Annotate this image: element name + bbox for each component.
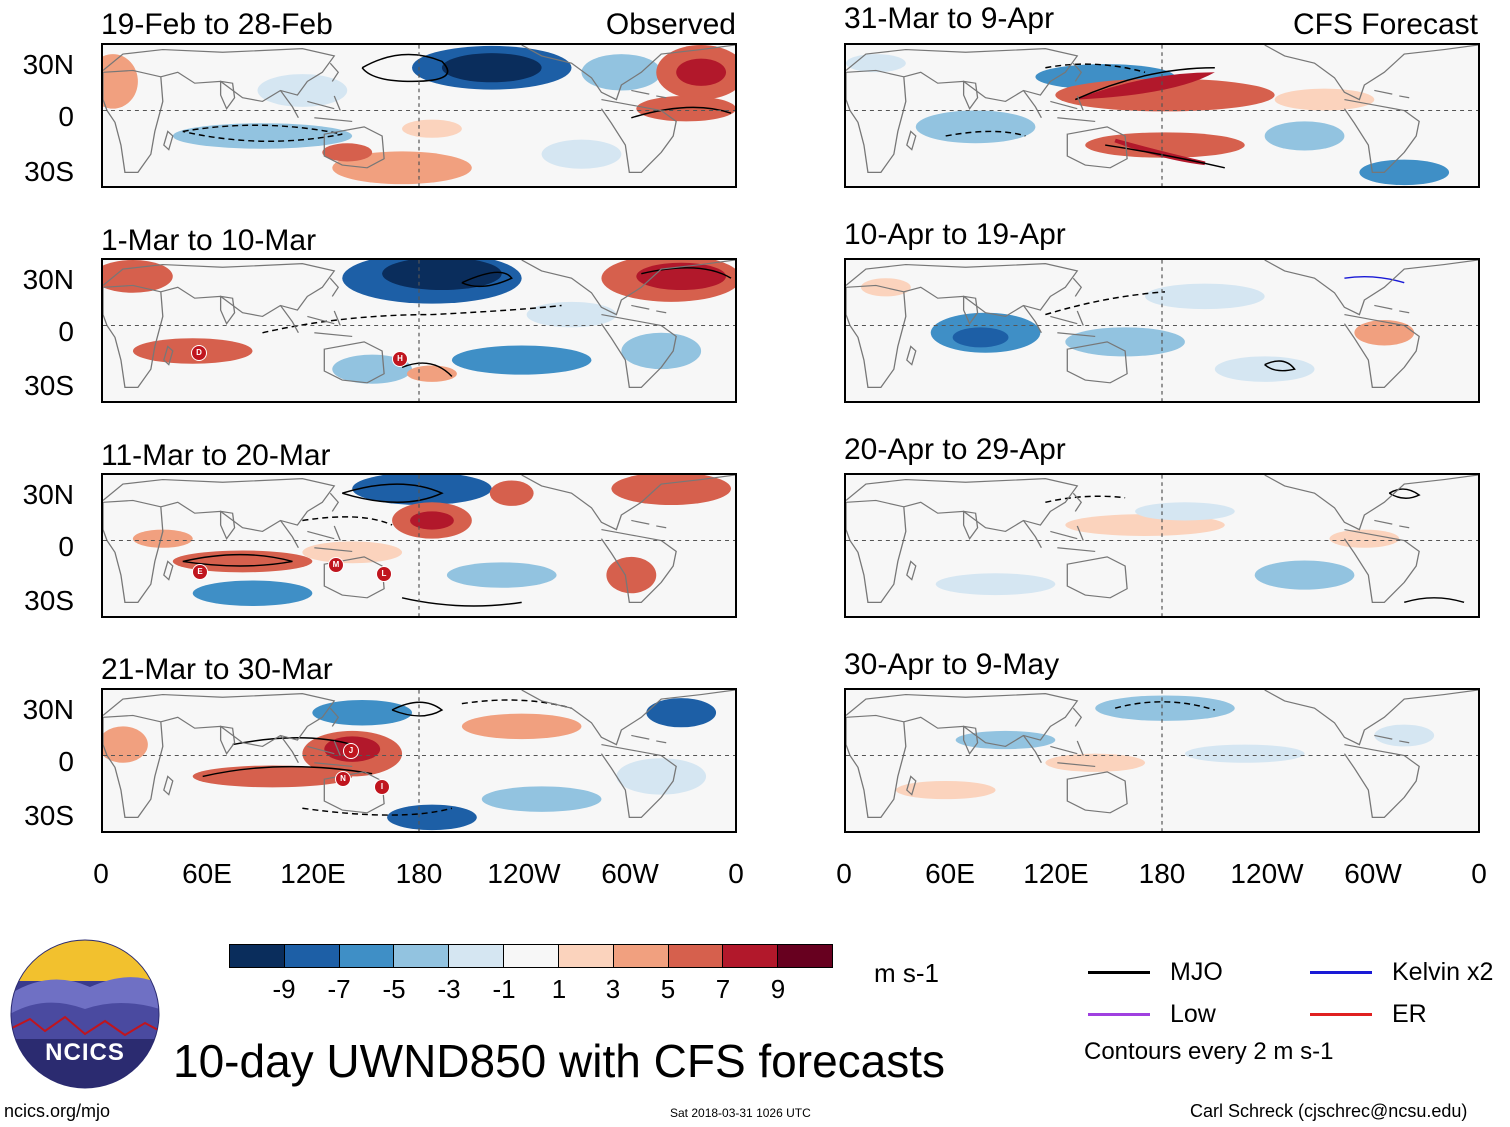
track-marker-d: D [191, 345, 207, 361]
footer-author: Carl Schreck (cjschrec@ncsu.edu) [1190, 1101, 1468, 1121]
lon-label-120e-left: 120E [280, 858, 346, 889]
legend-label-kelvin: Kelvin x2 [1392, 958, 1494, 986]
lon-label-120e-right: 120E [1023, 858, 1089, 889]
lon-label-0-right-left: 0 [728, 858, 744, 889]
lat-label-eq-3: 0 [58, 531, 74, 562]
contour-note: Contours every 2 m s-1 [1084, 1038, 1334, 1065]
panel-title-obs-3: 11-Mar to 20-Mar [101, 439, 331, 472]
map-panel-obs-1 [101, 43, 737, 188]
cfs-forecast-tag: CFS Forecast [1292, 8, 1478, 41]
colorbar-unit: m s-1 [874, 958, 939, 988]
map-panel-fc-1 [844, 43, 1480, 188]
lon-label-0-end-right: 0 [1471, 858, 1487, 889]
map-panel-obs-4: J N I [101, 688, 737, 833]
legend-line-low [1088, 1013, 1150, 1016]
lon-label-180-right: 180 [1138, 858, 1186, 889]
footer-url[interactable]: ncics.org/mjo [4, 1101, 111, 1121]
colorbar-swatch [668, 945, 724, 967]
lon-label-60w-left: 60W [601, 858, 659, 889]
figure-title: 10-day UWND850 with CFS forecasts [173, 1035, 946, 1087]
panel-title-fc-2: 10-Apr to 19-Apr [844, 218, 1066, 251]
track-marker-e: E [192, 564, 208, 580]
lon-label-60e-right: 60E [925, 858, 975, 889]
colorbar-label: -5 [382, 974, 406, 1004]
footer-timestamp: Sat 2018-03-31 1026 UTC [670, 1106, 811, 1120]
colorbar-swatch [339, 945, 395, 967]
lon-label-180-left: 180 [395, 858, 443, 889]
panel-title-fc-4: 30-Apr to 9-May [844, 648, 1060, 681]
lon-label-120w-right: 120W [1230, 858, 1304, 889]
colorbar-swatch [558, 945, 614, 967]
lon-label-60e-left: 60E [182, 858, 232, 889]
observed-tag: Observed [605, 8, 736, 41]
lat-label-eq-4: 0 [58, 746, 74, 777]
legend-line-kelvin [1310, 971, 1372, 974]
map-panel-obs-2: D H [101, 258, 737, 403]
lat-label-30n-4: 30N [22, 694, 74, 725]
panel-title-obs-2: 1-Mar to 10-Mar [101, 224, 317, 257]
colorbar-swatch [613, 945, 669, 967]
legend-line-mjo [1088, 971, 1150, 974]
colorbar-swatch [723, 945, 779, 967]
colorbar-swatch [394, 945, 450, 967]
lat-label-30n-1: 30N [22, 49, 74, 80]
map-panel-obs-3: E M L [101, 473, 737, 618]
panel-title-fc-3: 20-Apr to 29-Apr [844, 433, 1066, 466]
lat-label-30s-4: 30S [24, 800, 74, 831]
panel-title-obs-1: 19-Feb to 28-Feb [101, 8, 333, 41]
track-marker-l: L [376, 566, 392, 582]
ncics-logo: NCICS [10, 939, 160, 1089]
map-panel-fc-4 [844, 688, 1480, 833]
map-panel-fc-3 [844, 473, 1480, 618]
lat-label-30n-3: 30N [22, 479, 74, 510]
lat-label-30s-2: 30S [24, 370, 74, 401]
legend-label-mjo: MJO [1170, 958, 1223, 986]
track-marker-i: I [374, 779, 390, 795]
colorbar-label: 3 [605, 974, 621, 1004]
track-marker-h: H [392, 351, 408, 367]
colorbar-swatch [449, 945, 505, 967]
panel-title-fc-1: 31-Mar to 9-Apr [844, 2, 1055, 35]
lon-label-120w-left: 120W [487, 858, 561, 889]
legend-label-low: Low [1170, 1000, 1216, 1028]
lat-label-eq-1: 0 [58, 101, 74, 132]
lat-label-30n-2: 30N [22, 264, 74, 295]
lat-label-30s-1: 30S [24, 156, 74, 187]
map-panel-fc-2 [844, 258, 1480, 403]
track-marker-m: M [328, 557, 344, 573]
colorbar-swatch [778, 945, 832, 967]
legend-line-er [1310, 1013, 1372, 1016]
colorbar-label: 7 [715, 974, 731, 1004]
lon-label-0-right-panel: 0 [836, 858, 852, 889]
track-marker-n: N [335, 771, 351, 787]
colorbar-label: 9 [770, 974, 786, 1004]
lon-label-60w-right: 60W [1344, 858, 1402, 889]
colorbar-label: -1 [492, 974, 516, 1004]
legend-label-er: ER [1392, 1000, 1427, 1028]
lon-label-0-left: 0 [93, 858, 109, 889]
logo-text: NCICS [45, 1039, 125, 1066]
colorbar-label: -7 [327, 974, 351, 1004]
track-marker-j: J [343, 743, 359, 759]
colorbar-swatch [504, 945, 559, 967]
colorbar-swatch [230, 945, 285, 967]
colorbar-label: -3 [437, 974, 461, 1004]
colorbar [229, 944, 833, 968]
colorbar-label: 5 [660, 974, 676, 1004]
lat-label-30s-3: 30S [24, 585, 74, 616]
lat-label-eq-2: 0 [58, 316, 74, 347]
panel-title-obs-4: 21-Mar to 30-Mar [101, 653, 333, 686]
colorbar-swatch [284, 945, 340, 967]
colorbar-label: 1 [551, 974, 567, 1004]
colorbar-label: -9 [272, 974, 296, 1004]
